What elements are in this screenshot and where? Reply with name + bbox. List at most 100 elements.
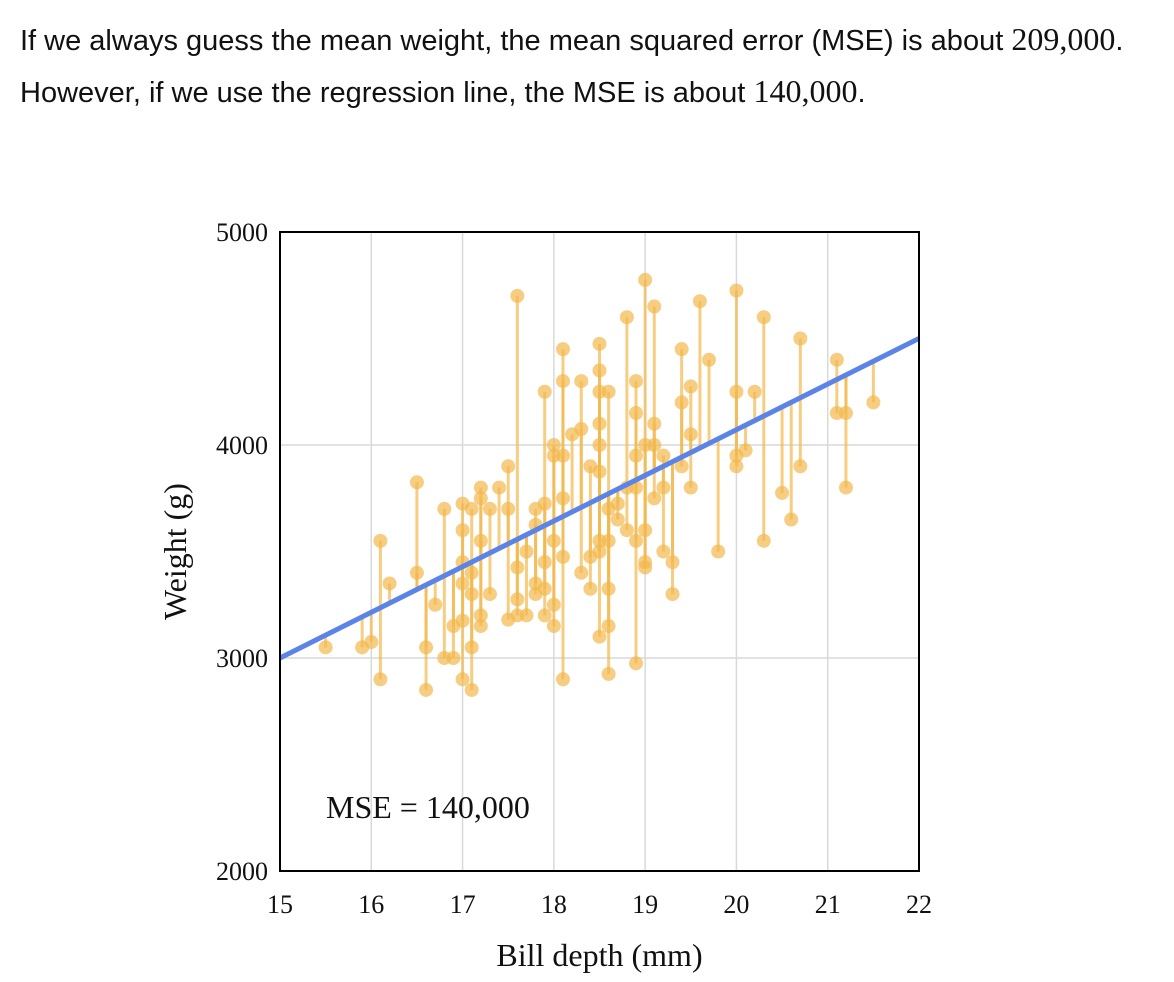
data-point-37 [510,288,525,303]
data-point-113 [683,379,698,394]
data-point-101 [647,299,662,314]
y-tick-label-0: 2000 [216,857,268,886]
y-tick-label-2: 4000 [216,431,268,460]
data-point-47 [537,384,552,399]
data-point-81 [601,533,616,548]
data-point-58 [555,374,570,389]
data-point-34 [501,459,516,474]
data-point-108 [665,555,680,570]
data-point-90 [629,374,644,389]
x-tick-label-5: 20 [723,890,749,919]
data-point-89 [619,523,634,538]
data-point-21 [464,501,479,516]
data-point-62 [555,672,570,687]
data-point-115 [683,480,698,495]
regression-line [278,336,921,661]
data-point-69 [583,581,598,596]
data-point-85 [610,496,625,511]
data-point-123 [738,443,753,458]
data-point-83 [601,619,616,634]
data-point-60 [555,491,570,506]
x-tick-label-7: 22 [906,890,932,919]
x-tick-label-3: 18 [541,890,567,919]
data-point-130 [793,459,808,474]
data-point-105 [656,448,671,463]
data-point-39 [510,592,525,607]
data-point-96 [638,272,653,287]
data-point-118 [711,544,726,559]
x-tick-label-1: 16 [358,890,384,919]
x-axis-label: Bill depth (mm) [496,937,702,973]
data-point-41 [519,544,534,559]
data-point-91 [629,406,644,421]
data-point-106 [656,480,671,495]
data-point-111 [674,395,689,410]
data-point-103 [647,438,662,452]
data-point-110 [674,342,689,357]
data-point-78 [592,629,607,644]
data-point-77 [592,544,607,559]
data-point-22 [464,565,479,580]
data-point-24 [464,640,479,655]
data-point-125 [756,310,771,325]
data-point-75 [592,464,607,479]
data-point-109 [665,587,680,602]
data-point-73 [592,416,607,431]
data-point-116 [692,294,707,309]
data-point-135 [866,395,881,410]
intro-text-part3: . [857,77,866,109]
x-tick-label-6: 21 [815,890,841,919]
data-point-124 [747,384,762,399]
data-point-131 [829,352,844,367]
data-point-4 [373,672,388,687]
data-point-107 [656,544,671,559]
data-point-28 [473,533,488,548]
data-point-133 [838,406,853,421]
data-point-66 [574,565,589,580]
data-point-79 [601,384,616,399]
mse-annotation: MSE = 140,000 [326,789,530,825]
data-point-82 [601,581,616,596]
data-point-11 [437,501,452,516]
intro-paragraph: If we always guess the mean weight, the … [20,14,1140,118]
data-point-134 [838,480,853,495]
regression-line-layer [278,336,921,661]
data-point-8 [419,640,434,655]
data-point-55 [546,597,561,612]
data-point-48 [537,496,552,511]
data-point-38 [510,560,525,575]
data-point-65 [574,422,589,437]
data-point-54 [546,533,561,548]
data-point-23 [464,587,479,602]
data-point-74 [592,438,607,452]
data-point-64 [574,374,589,389]
data-point-61 [555,549,570,564]
y-tick-labels: 2000 3000 4000 5000 [216,218,268,886]
intro-text-part2: . However, if we use the regression line… [20,25,1124,109]
data-point-7 [409,565,424,580]
data-point-14 [446,651,461,665]
data-point-104 [647,491,662,506]
data-point-95 [629,656,644,671]
data-point-122 [729,459,744,474]
data-point-32 [482,587,497,602]
data-point-112 [674,459,689,474]
data-point-16 [455,523,470,538]
data-point-128 [784,512,799,527]
data-point-33 [492,480,507,495]
data-point-100 [638,560,653,575]
data-point-0 [318,640,333,655]
data-point-86 [610,512,625,527]
data-point-98 [638,523,653,538]
x-tick-label-2: 17 [450,890,476,919]
data-point-5 [382,576,397,591]
data-points [318,272,881,697]
x-tick-label-4: 19 [632,890,658,919]
data-point-119 [729,283,744,298]
data-point-30 [473,619,488,634]
data-point-59 [555,448,570,463]
data-point-42 [519,608,534,623]
data-point-127 [775,485,790,500]
x-tick-labels: 15 16 17 18 19 20 21 22 [267,890,932,919]
